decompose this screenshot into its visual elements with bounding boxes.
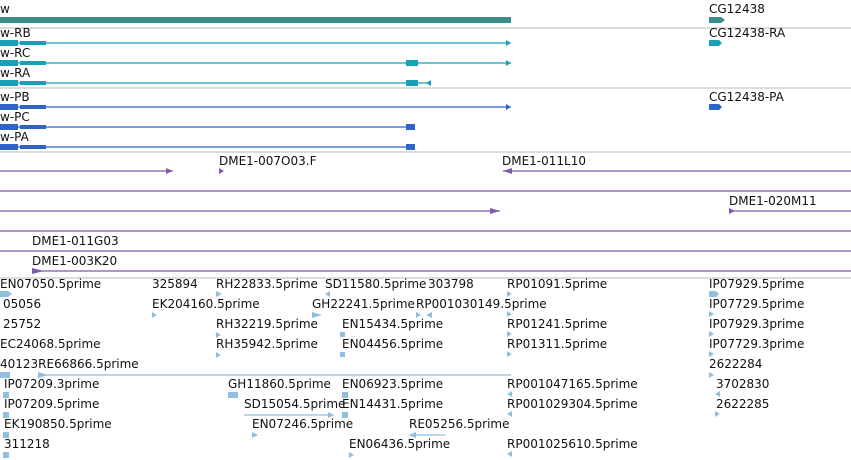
protein-label-pc: w-PC [0,110,30,124]
gene-bar-w[interactable] [0,17,511,23]
est-label: IP07729.5prime [709,297,805,311]
est-label: 05056 [3,297,42,311]
est-label: EC24068.5prime [0,337,101,351]
est-label: IP07209.3prime [4,377,100,391]
est-label: SD11580.5prime [325,277,427,291]
gene-label-w: w [0,2,10,16]
clone-dme1-011l10[interactable] [503,168,851,174]
transcript-label-rb: w-RB [0,26,31,40]
transcript-label-cg12438-ra: CG12438-RA [709,26,786,40]
est-label: EN07050.5prime [0,277,102,291]
est-label: RP01311.5prime [507,337,608,351]
est-label: RP001029304.5prime [507,397,638,411]
protein-w-pb[interactable] [0,104,511,110]
clone-dme1-003k20[interactable] [32,268,851,274]
protein-label-cg12438-pa: CG12438-PA [709,90,784,104]
clone-label-2: DME1-011L10 [502,154,586,168]
est-label: RP001030149.5prime [416,297,547,311]
est-label: IP07929.5prime [709,277,805,291]
protein-cg12438-pa[interactable] [709,104,722,110]
est-label: RP01091.5prime [507,277,608,291]
est-label: IP07209.5prime [4,397,100,411]
est-marks[interactable] [0,291,720,458]
est-label: RP01241.5prime [507,317,608,331]
gene-label-cg12438: CG12438 [709,2,765,16]
est-label: EK204160.5prime [152,297,260,311]
transcript-w-ra[interactable] [0,80,431,86]
protein-label-pb: w-PB [0,90,30,104]
est-label: RH35942.5prime [216,337,318,351]
est-label: GH11860.5prime [228,377,331,391]
clone-line-3[interactable] [0,208,500,214]
est-label: 3702830 [716,377,770,391]
est-label: EN14431.5prime [342,397,444,411]
est-label: GH22241.5prime [312,297,415,311]
gene-bar-cg12438[interactable] [709,17,725,23]
est-label: EN06923.5prime [342,377,444,391]
est-label: 2622285 [716,397,770,411]
est-label: IP07929.3prime [709,317,805,331]
est-label: RH22833.5prime [216,277,318,291]
est-label: RP001047165.5prime [507,377,638,391]
clone-label-4: DME1-011G03 [32,234,119,248]
transcript-label-rc: w-RC [0,46,31,60]
est-label: SD15054.5prime [244,397,346,411]
est-label: IP07729.3prime [709,337,805,351]
est-label: EN04456.5prime [342,337,444,351]
clone-label-1: DME1-007O03.F [219,154,317,168]
clone-label-3: DME1-020M11 [729,194,817,208]
clone-dme1-007o03f[interactable] [219,168,224,174]
transcript-label-ra: w-RA [0,66,31,80]
est-label: 325894 [152,277,198,291]
est-label: RE05256.5prime [409,417,510,431]
protein-w-pa[interactable] [0,144,415,150]
est-label: RH32219.5prime [216,317,318,331]
est-label: 303798 [428,277,474,291]
protein-w-pc[interactable] [0,124,415,130]
est-label: 40123RE66866.5prime [0,357,139,371]
clone-line-1[interactable] [0,168,173,174]
clone-label-5: DME1-003K20 [32,254,118,268]
transcript-w-rc[interactable] [0,60,511,66]
est-label: EN07246.5prime [252,417,354,431]
est-label: 2622284 [709,357,763,371]
clone-dme1-020m11[interactable] [729,208,851,214]
protein-label-pa: w-PA [0,130,29,144]
transcript-w-rb[interactable] [0,40,511,46]
est-label: EN06436.5prime [349,437,451,451]
est-label: RP001025610.5prime [507,437,638,451]
est-label: 311218 [4,437,50,451]
transcript-cg12438-ra[interactable] [709,40,722,46]
est-label: 25752 [3,317,42,331]
est-label: EK190850.5prime [4,417,112,431]
est-label: EN15434.5prime [342,317,444,331]
